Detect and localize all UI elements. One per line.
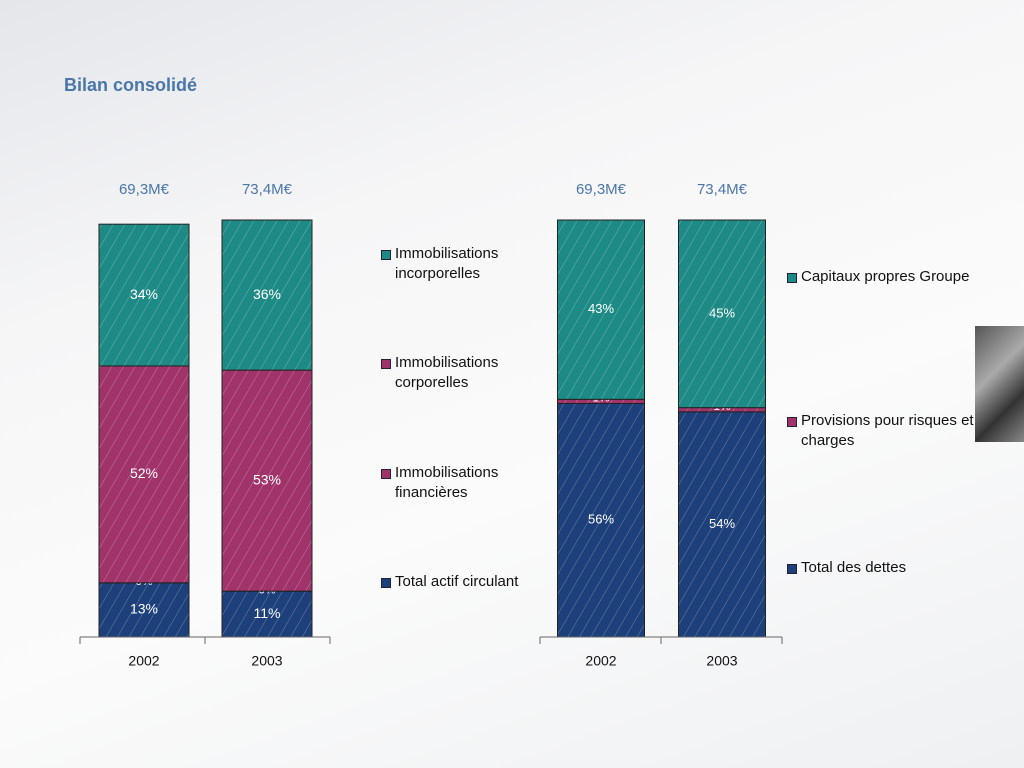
legend-swatch: [381, 578, 391, 588]
value-label: 34%: [130, 286, 158, 302]
legend-swatch: [381, 359, 391, 369]
bar-segment: [557, 402, 645, 638]
x-tick-label: 2003: [706, 653, 737, 669]
bar-segment: [221, 219, 313, 371]
decor-photo: [975, 326, 1024, 442]
legend-item: Total des dettes: [787, 558, 977, 578]
bar-segment: [98, 223, 190, 367]
value-label: 52%: [130, 465, 158, 481]
bar-segment: [557, 219, 645, 400]
legend-swatch: [787, 417, 797, 427]
legend-label: Immobilisations corporelles: [395, 354, 499, 391]
legend-swatch: [787, 273, 797, 283]
legend-label: Provisions pour risques et charges: [801, 412, 974, 449]
legend-swatch: [381, 469, 391, 479]
value-label: 54%: [709, 516, 735, 531]
bar-segment: [678, 219, 766, 409]
value-label: 13%: [130, 601, 158, 617]
total-label: 69,3M€: [576, 181, 627, 198]
legend-label: Immobilisations incorporelles: [395, 245, 499, 282]
legend-label: Immobilisations financières: [395, 464, 499, 501]
bar-segment: [98, 365, 190, 584]
legend-label: Total actif circulant: [395, 573, 519, 590]
legend-item: Immobilisations corporelles: [381, 353, 531, 393]
legend-swatch: [787, 564, 797, 574]
x-tick-label: 2002: [585, 653, 616, 669]
legend-label: Capitaux propres Groupe: [801, 268, 970, 285]
value-label: 56%: [588, 512, 614, 527]
legend-swatch: [381, 250, 391, 260]
legend-item: Immobilisations incorporelles: [381, 244, 531, 284]
bar-segment: [98, 582, 190, 638]
total-label: 73,4M€: [697, 181, 748, 198]
slide-title: Bilan consolidé: [64, 75, 198, 95]
total-label: 69,3M€: [119, 181, 170, 198]
legend-item: Provisions pour risques et charges: [787, 411, 977, 451]
value-label: 45%: [709, 305, 735, 320]
value-label: 43%: [588, 301, 614, 316]
legend-item: Capitaux propres Groupe: [787, 267, 977, 287]
value-label: 36%: [253, 286, 281, 302]
bar-segment: [678, 411, 766, 638]
x-tick-label: 2003: [251, 653, 282, 669]
total-label: 73,4M€: [242, 181, 293, 198]
legend-label: Total des dettes: [801, 559, 907, 576]
x-tick-label: 2002: [128, 653, 159, 669]
bar-segment: [221, 369, 313, 592]
value-label: 11%: [254, 605, 281, 621]
legend-item: Immobilisations financières: [381, 463, 531, 503]
value-label: 53%: [253, 471, 281, 487]
legend-item: Total actif circulant: [381, 572, 531, 592]
